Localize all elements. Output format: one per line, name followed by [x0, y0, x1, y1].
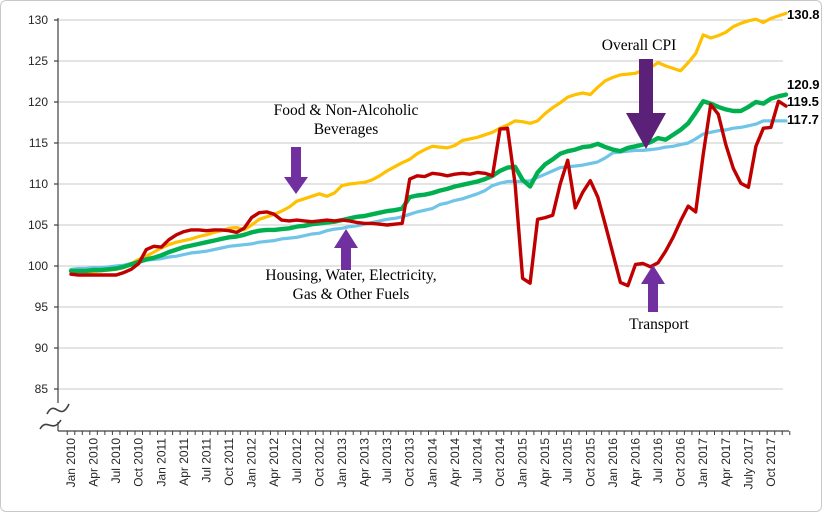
x-axis-label: Jan 2014 [425, 438, 439, 488]
x-axis-label: Apr 2011 [177, 438, 191, 486]
x-axis-label: Oct 2012 [312, 438, 326, 487]
food-beverages-arrow-icon [284, 147, 308, 194]
y-axis-label: 130 [28, 13, 48, 27]
x-axis-label: Oct 2015 [583, 438, 597, 487]
x-axis-label: Jan 2017 [696, 438, 710, 488]
annotation-housing-fuels: Housing, Water, Electricity, Gas & Other… [265, 267, 437, 303]
y-axis-label: 125 [28, 54, 48, 68]
end-value-label-housing: 117.7 [787, 112, 819, 127]
x-axis-label: Apr 2015 [538, 438, 552, 487]
end-value-label-food: 130.8 [787, 7, 820, 22]
y-axis-label: 105 [28, 218, 48, 232]
x-axis-label: Oct 2016 [674, 438, 688, 487]
x-axis-label: Oct 2011 [222, 438, 236, 486]
x-axis-label: Jul 2010 [109, 438, 123, 484]
x-axis-label: Jul 2012 [290, 438, 304, 484]
x-axis-label: Apr 2010 [87, 438, 101, 487]
x-axis-label: Apr 2013 [358, 438, 372, 487]
transport-line [69, 99, 788, 288]
x-axis-label: Jan 2015 [516, 438, 530, 488]
food-non-alcoholic-beverages-line [69, 11, 788, 275]
x-axis-label: Jan 2011 [154, 438, 168, 487]
x-axis-label: Jan 2012 [245, 438, 259, 488]
y-axis-label: 120 [28, 95, 48, 109]
x-axis-label: Oct 2014 [493, 438, 507, 487]
x-axis-label: Oct 2010 [132, 438, 146, 487]
transport-arrow-icon [641, 265, 665, 312]
end-value-label-transport: 119.5 [787, 94, 819, 109]
housing-water-electricity-gas-other-fuels-line [69, 119, 788, 271]
x-axis-label: Jan 2013 [335, 438, 349, 488]
x-axis-label: Apr 2012 [267, 438, 281, 487]
y-axis-label: 110 [29, 177, 48, 191]
x-axis-label: Jul 2015 [561, 438, 575, 484]
x-axis-label: Jul 2014 [470, 438, 484, 484]
x-axis-label: Jan 2010 [64, 438, 78, 488]
annotation-food-beverages: Food & Non-Alcoholic Beverages [273, 102, 419, 138]
overall-cpi-line [68, 92, 789, 274]
y-axis-label: 115 [29, 136, 48, 150]
housing-fuels-arrow-icon [334, 229, 358, 270]
y-axis-label: 85 [35, 382, 49, 396]
x-axis-label: Jul 2013 [380, 438, 394, 484]
x-axis-label: Apr 2014 [448, 438, 462, 487]
axis-break-mask [48, 403, 67, 422]
x-axis-label: Jul 2011 [199, 438, 213, 483]
x-axis-label: Jan 2016 [606, 438, 620, 488]
x-axis-label: Jul 2016 [651, 438, 665, 484]
x-axis-label: July 2017 [741, 438, 755, 490]
axis-break-squiggle [46, 403, 70, 415]
annotation-overall-cpi: Overall CPI [601, 37, 677, 54]
y-axis-label: 95 [35, 300, 49, 314]
y-axis-label: 100 [28, 259, 48, 273]
axis-break-squiggle [39, 419, 62, 430]
x-axis-label: Oct 2013 [403, 438, 417, 487]
end-value-label-overall-cpi: 120.9 [787, 77, 820, 92]
x-axis-label: Apr 2016 [628, 438, 642, 487]
y-axis-label: 90 [35, 341, 49, 355]
annotation-transport: Transport [629, 316, 689, 333]
x-axis-label: Apr 2017 [719, 438, 733, 487]
overall-cpi-arrow-icon [626, 59, 666, 149]
x-axis-label: Oct 2017 [764, 438, 778, 487]
